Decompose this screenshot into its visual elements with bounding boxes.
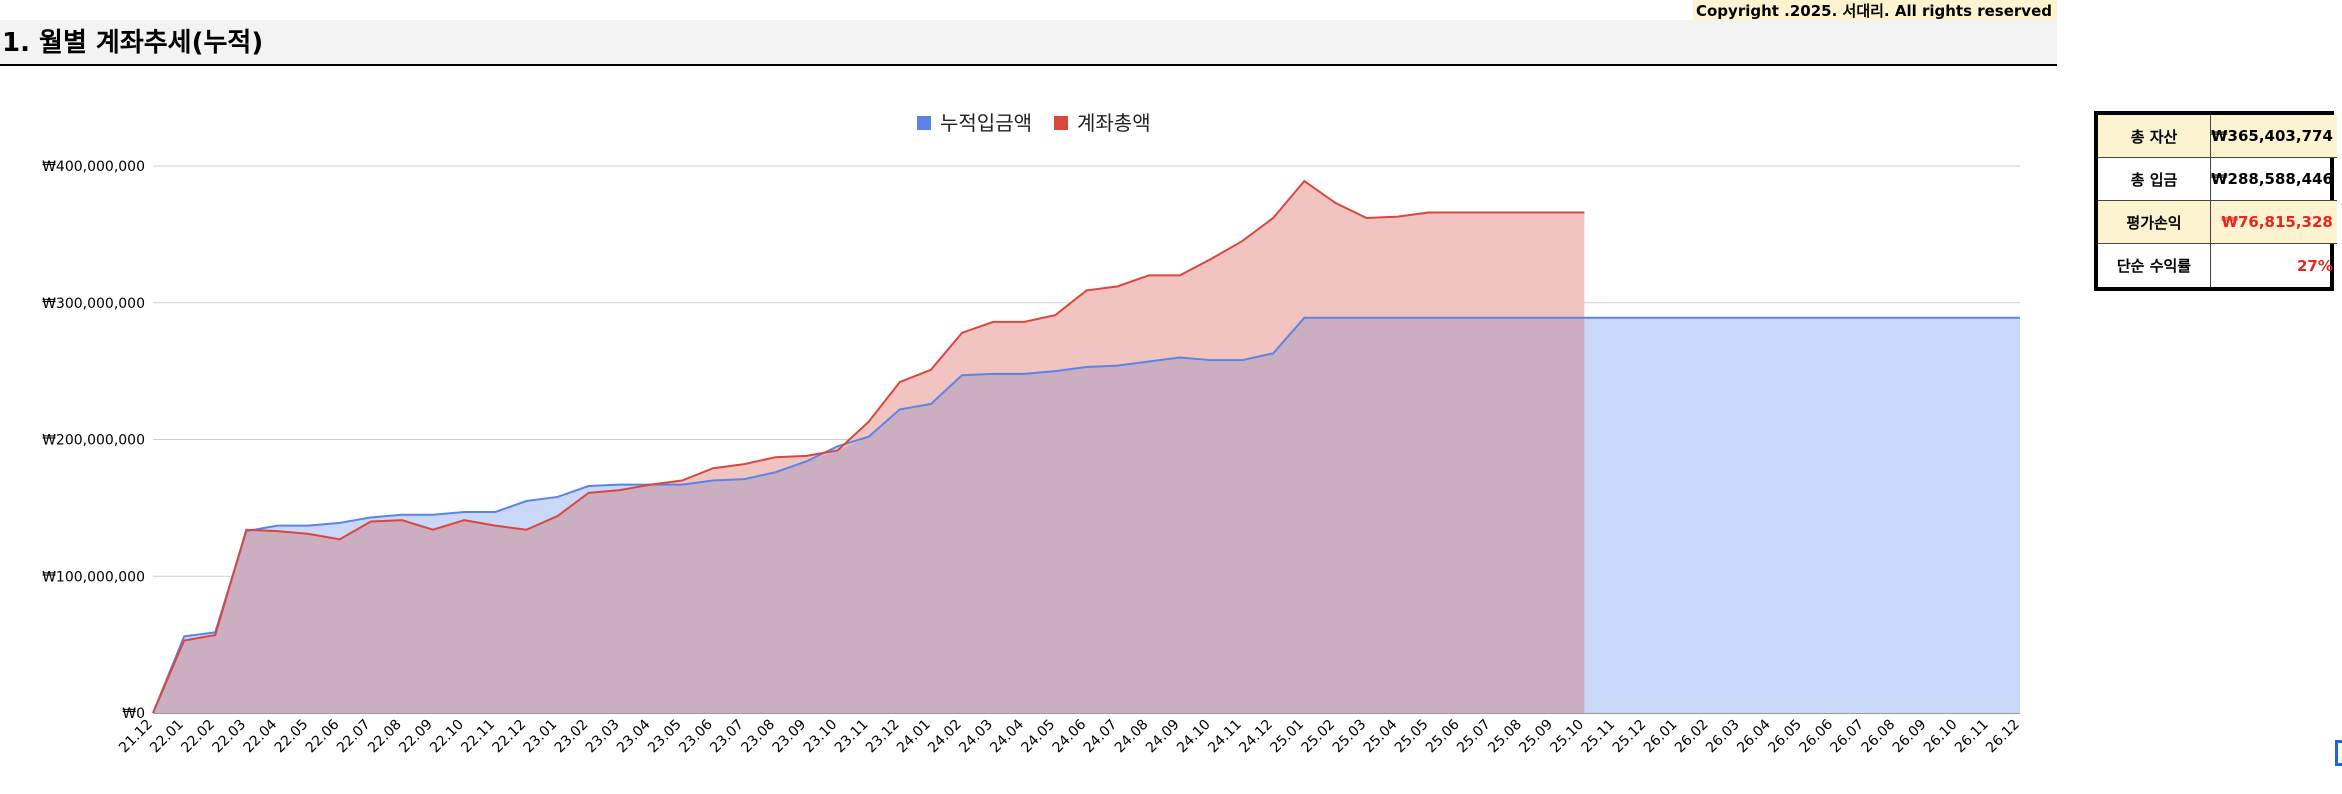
x-tick-label: 24.03 (956, 717, 996, 757)
summary-table: 총 자산 ₩365,403,774 총 입금 ₩288,588,446 평가손익… (2094, 111, 2337, 291)
legend-label-deposit: 누적입금액 (940, 111, 1032, 135)
chart-lines (152, 179, 2020, 714)
x-tick-label: 22.04 (241, 716, 281, 756)
account-trend-chart: ₩0 ₩100,000,000 ₩200,000,000 ₩300,000,000 ₩4… (42, 111, 2023, 756)
x-tick-label: 26.06 (1796, 716, 1836, 756)
x-tick-label: 25.09 (1516, 717, 1556, 757)
x-tick-label: 26.07 (1828, 717, 1868, 757)
x-tick-label: 25.04 (1361, 716, 1401, 756)
x-tick-label: 26.04 (1734, 716, 1774, 756)
x-axis: 21.1222.0122.0222.0322.0422.0522.0622.07… (116, 716, 2023, 756)
copyright-notice: Copyright .2025. 서대리. All rights reserve… (1693, 0, 2057, 20)
x-tick-label: 23.05 (645, 717, 685, 757)
x-tick-label: 25.12 (1610, 717, 1650, 757)
x-tick-label: 26.03 (1703, 717, 1743, 757)
x-tick-label: 23.02 (552, 717, 592, 757)
summary-value-total-assets: ₩365,403,774 (2211, 115, 2337, 158)
summary-value-total-deposit: ₩288,588,446 (2211, 158, 2337, 201)
y-tick-label: ₩200,000,000 (42, 433, 145, 449)
x-tick-label: 26.10 (1921, 717, 1961, 757)
x-tick-label: 22.09 (396, 717, 436, 757)
series-line-deposit (152, 316, 2020, 714)
x-tick-label: 23.01 (521, 717, 561, 757)
x-tick-label: 26.05 (1765, 717, 1805, 757)
y-tick-label: ₩0 (122, 706, 145, 722)
y-tick-label: ₩300,000,000 (42, 296, 145, 312)
x-tick-label: 23.06 (676, 716, 716, 756)
legend-swatch-deposit (917, 116, 931, 130)
x-tick-label: 24.08 (1112, 717, 1152, 757)
x-tick-label: 24.11 (1205, 717, 1245, 757)
x-tick-label: 24.06 (1050, 716, 1090, 756)
x-tick-label: 25.03 (1330, 717, 1370, 757)
y-tick-label: ₩400,000,000 (42, 159, 145, 175)
x-tick-label: 25.01 (1267, 717, 1307, 757)
x-tick-label: 24.12 (1236, 717, 1276, 757)
x-tick-label: 22.06 (303, 716, 343, 756)
x-tick-label: 23.07 (707, 717, 747, 757)
x-tick-label: 26.01 (1641, 717, 1681, 757)
x-tick-label: 26.08 (1859, 717, 1899, 757)
x-tick-label: 24.09 (1143, 717, 1183, 757)
legend-swatch-total (1054, 116, 1068, 130)
section-title: 1. 월별 계좌추세(누적) (2, 28, 264, 58)
x-tick-label: 25.07 (1454, 717, 1494, 757)
x-tick-label: 25.10 (1548, 717, 1588, 757)
x-tick-label: 24.05 (1019, 717, 1059, 757)
area-overlap (153, 317, 1585, 713)
legend-label-total: 계좌총액 (1077, 111, 1151, 135)
selection-handle[interactable] (2335, 740, 2342, 766)
x-tick-label: 26.02 (1672, 717, 1712, 757)
x-tick-label: 23.12 (863, 717, 903, 757)
x-tick-label: 22.11 (458, 717, 498, 757)
x-tick-label: 23.03 (583, 717, 623, 757)
x-tick-label: 24.10 (1174, 717, 1214, 757)
x-tick-label: 26.11 (1952, 717, 1992, 757)
x-tick-label: 26.12 (1983, 717, 2023, 757)
y-axis: ₩0 ₩100,000,000 ₩200,000,000 ₩300,000,000 ₩4… (42, 159, 145, 722)
x-tick-label: 26.09 (1890, 717, 1930, 757)
x-tick-label: 22.05 (272, 717, 312, 757)
x-tick-label: 21.12 (116, 717, 156, 757)
x-tick-label: 24.07 (1081, 717, 1121, 757)
summary-value-unrealized-pnl: ₩76,815,328 (2211, 201, 2337, 244)
summary-label-total-deposit: 총 입금 (2098, 158, 2211, 201)
summary-label-simple-return: 단순 수익률 (2098, 244, 2211, 287)
x-tick-label: 22.08 (365, 717, 405, 757)
x-tick-label: 23.08 (738, 717, 778, 757)
x-tick-label: 23.09 (770, 717, 810, 757)
x-tick-label: 22.02 (178, 717, 218, 757)
x-tick-label: 22.12 (490, 717, 530, 757)
summary-label-unrealized-pnl: 평가손익 (2098, 201, 2211, 244)
y-tick-label: ₩100,000,000 (42, 569, 145, 585)
x-tick-label: 22.03 (210, 717, 250, 757)
section-header: 1. 월별 계좌추세(누적) (0, 20, 2057, 66)
series-line-total (152, 179, 1585, 714)
x-tick-label: 25.05 (1392, 717, 1432, 757)
x-tick-label: 25.11 (1579, 717, 1619, 757)
summary-value-simple-return: 27% (2296, 256, 2333, 275)
x-tick-label: 23.11 (832, 717, 872, 757)
x-tick-label: 25.08 (1485, 717, 1525, 757)
x-tick-label: 22.07 (334, 717, 374, 757)
summary-label-total-assets: 총 자산 (2098, 115, 2211, 158)
x-tick-label: 25.06 (1423, 716, 1463, 756)
x-tick-label: 25.02 (1299, 717, 1339, 757)
x-tick-label: 22.01 (147, 717, 187, 757)
x-tick-label: 22.10 (427, 717, 467, 757)
x-tick-label: 24.04 (987, 716, 1027, 756)
chart-areas (153, 181, 2020, 714)
x-tick-label: 23.04 (614, 716, 654, 756)
chart-legend: 누적입금액 계좌총액 (917, 111, 1151, 135)
x-tick-label: 23.10 (801, 717, 841, 757)
x-tick-label: 24.01 (894, 717, 934, 757)
x-tick-label: 24.02 (925, 717, 965, 757)
